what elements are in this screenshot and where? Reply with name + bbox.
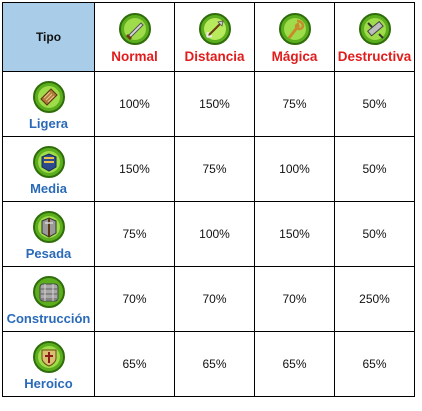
- attack-header-normal: Normal: [94, 2, 175, 72]
- value-cell: 65%: [94, 331, 175, 397]
- attack-header-destructiva: Destructiva: [334, 2, 415, 72]
- value-cell: 50%: [334, 71, 415, 137]
- siege-icon: [358, 12, 391, 45]
- armor-label: Pesada: [25, 246, 72, 261]
- armor-cell-media: Media: [2, 136, 95, 202]
- value-cell: 150%: [254, 201, 335, 267]
- value-cell: 100%: [174, 201, 255, 267]
- value-cell: 250%: [334, 266, 415, 332]
- table-row: Construcción 70% 70% 70% 250%: [2, 266, 415, 332]
- damage-table: Tipo Normal Distancia: [2, 2, 415, 397]
- value-cell: 150%: [174, 71, 255, 137]
- value-cell: 65%: [254, 331, 335, 397]
- value-cell: 75%: [174, 136, 255, 202]
- value-cell: 65%: [334, 331, 415, 397]
- armor-cell-ligera: Ligera: [2, 71, 95, 137]
- staff-icon: [278, 12, 311, 45]
- armor-label: Ligera: [28, 116, 68, 131]
- value-cell: 100%: [254, 136, 335, 202]
- armor-cell-pesada: Pesada: [2, 201, 95, 267]
- sword-icon: [118, 12, 151, 45]
- attack-label: Normal: [111, 48, 158, 64]
- armor-cell-heroico: Heroico: [2, 331, 95, 397]
- heavy-armor-icon: [32, 211, 65, 243]
- value-cell: 150%: [94, 136, 175, 202]
- attack-header-distancia: Distancia: [174, 2, 255, 72]
- table-row: Ligera 100% 150% 75% 50%: [2, 71, 415, 137]
- fortified-armor-icon: [32, 276, 65, 308]
- attack-label: Mágica: [271, 48, 318, 64]
- value-cell: 50%: [334, 136, 415, 202]
- attack-label: Distancia: [184, 48, 245, 64]
- value-cell: 70%: [174, 266, 255, 332]
- arrow-icon: [198, 12, 231, 45]
- header-row: Tipo Normal Distancia: [2, 2, 415, 72]
- value-cell: 75%: [254, 71, 335, 137]
- table-row: Media 150% 75% 100% 50%: [2, 136, 415, 202]
- armor-label: Construcción: [6, 311, 91, 326]
- value-cell: 70%: [94, 266, 175, 332]
- value-cell: 50%: [334, 201, 415, 267]
- light-armor-icon: [32, 81, 65, 113]
- table-row: Heroico 65% 65% 65% 65%: [2, 331, 415, 397]
- value-cell: 70%: [254, 266, 335, 332]
- value-cell: 100%: [94, 71, 175, 137]
- armor-label: Media: [30, 181, 67, 196]
- attack-header-magica: Mágica: [254, 2, 335, 72]
- tipo-header: Tipo: [2, 2, 95, 72]
- medium-armor-icon: [32, 146, 65, 178]
- armor-cell-construccion: Construcción: [2, 266, 95, 332]
- armor-label: Heroico: [24, 376, 73, 391]
- table-row: Pesada 75% 100% 150% 50%: [2, 201, 415, 267]
- hero-armor-icon: [32, 341, 65, 373]
- attack-label: Destructiva: [337, 48, 412, 64]
- value-cell: 75%: [94, 201, 175, 267]
- value-cell: 65%: [174, 331, 255, 397]
